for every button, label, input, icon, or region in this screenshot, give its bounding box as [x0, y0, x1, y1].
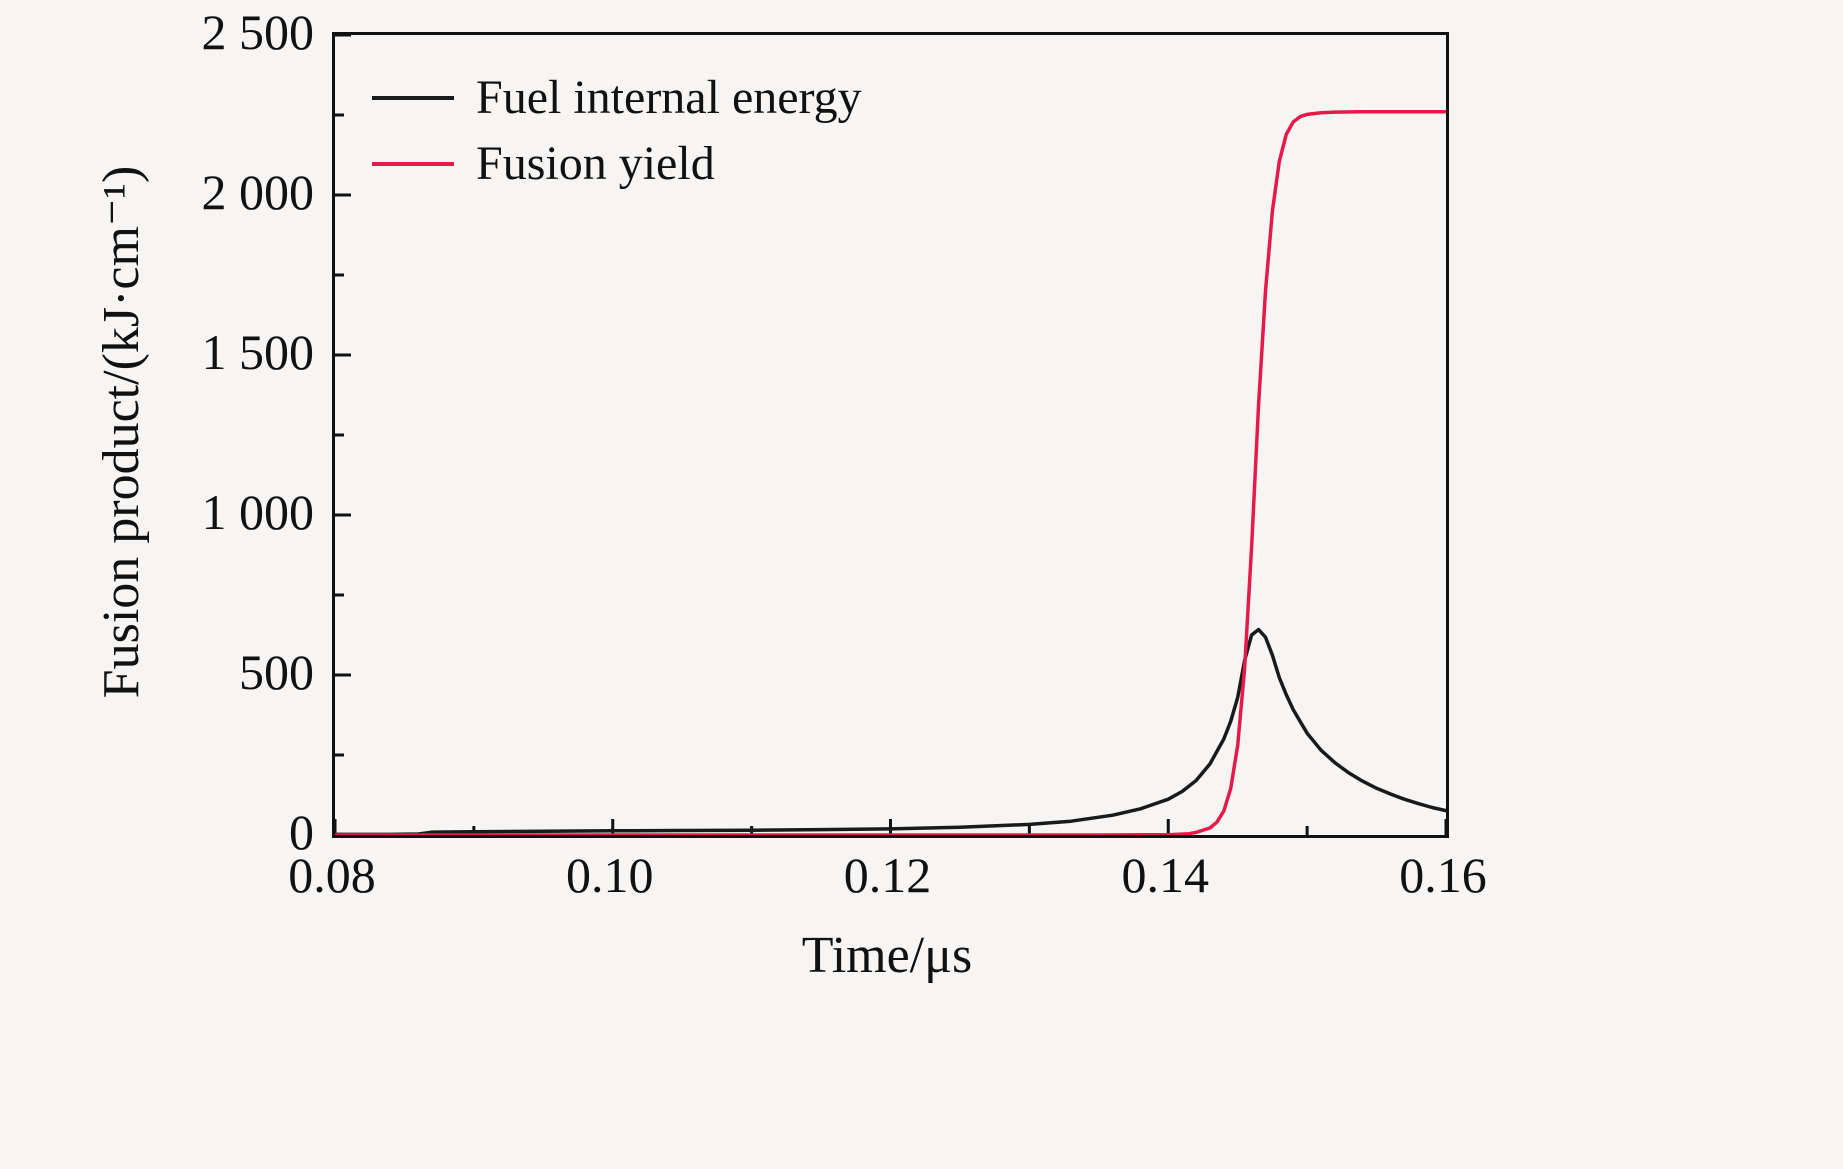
legend-item-fusion-yield: Fusion yield: [372, 138, 862, 190]
x-tick-label: 0.14: [1121, 847, 1210, 903]
x-axis-label: Time/μs: [801, 927, 973, 984]
y-axis-label: Fusion product/(kJ·cm⁻¹): [93, 165, 150, 699]
y-tick-label: 2 500: [201, 4, 315, 60]
plot-area: [332, 32, 1449, 838]
x-tick-label: 0.10: [566, 847, 654, 903]
legend-line-sample-black: [372, 96, 454, 100]
legend: Fuel internal energy Fusion yield: [372, 72, 862, 190]
y-tick-label: 2 000: [201, 164, 315, 220]
series-line-fuel-internal-energy: [335, 627, 1446, 835]
x-tick-label: 0.08: [288, 847, 376, 903]
x-tick-label: 0.16: [1399, 847, 1487, 903]
legend-item-fuel-internal-energy: Fuel internal energy: [372, 72, 862, 124]
x-tick-label: 0.12: [843, 847, 932, 903]
y-tick-label: 500: [239, 644, 314, 700]
legend-label: Fuel internal energy: [476, 71, 862, 124]
plot-canvas: [335, 35, 1446, 835]
series-line-fusion-yield: [335, 110, 1446, 835]
legend-line-sample-red: [372, 162, 454, 166]
y-tick-label: 1 500: [201, 324, 315, 380]
y-tick-label: 0: [289, 804, 314, 860]
legend-label: Fusion yield: [476, 137, 715, 190]
y-tick-label: 1 000: [201, 484, 315, 540]
